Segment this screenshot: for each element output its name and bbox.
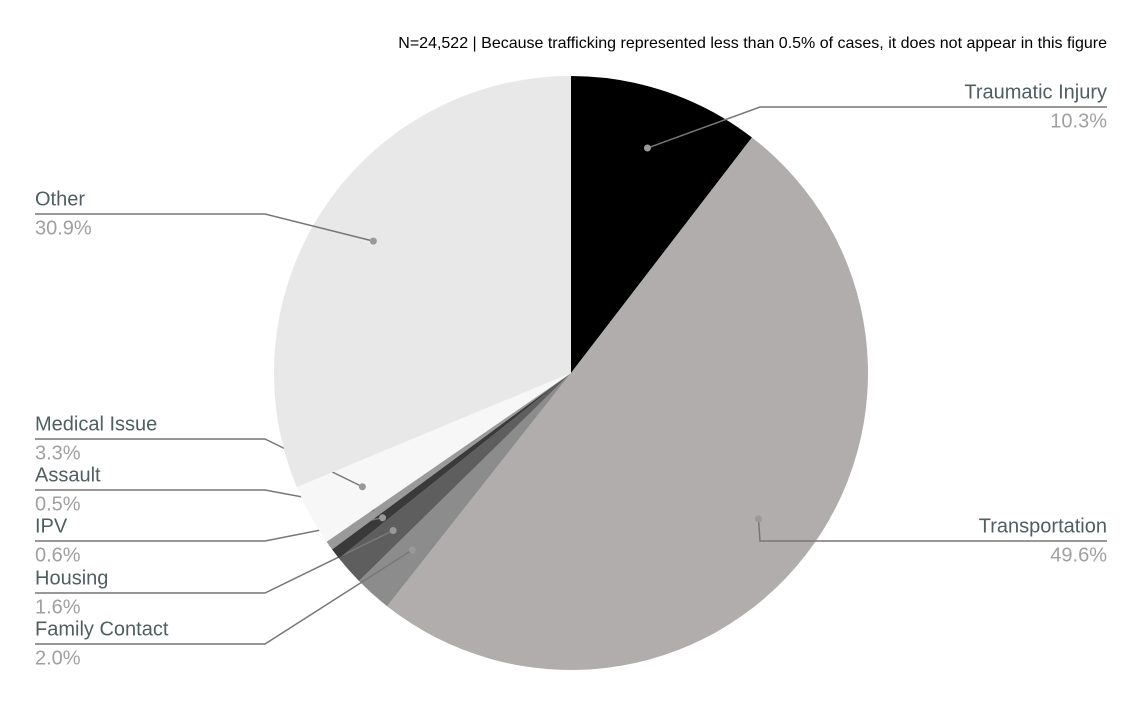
slice-label: Other	[35, 188, 85, 210]
chart-subtitle: N=24,522 | Because trafficking represent…	[398, 35, 1107, 52]
value-label: 0.5%	[35, 493, 81, 515]
leader-dot	[369, 237, 377, 245]
leader-line	[757, 518, 1107, 542]
value-label: 49.6%	[1050, 544, 1107, 566]
pie-slice	[326, 373, 571, 550]
leader-line	[35, 213, 374, 242]
pie-slice	[387, 137, 868, 670]
leader-dot	[358, 483, 366, 491]
leader-line	[35, 529, 394, 594]
leader-dot	[379, 514, 387, 522]
slice-label: Assault	[35, 464, 101, 486]
leader-dot	[408, 546, 416, 554]
value-label: 10.3%	[1050, 110, 1107, 132]
slice-label: Medical Issue	[35, 413, 157, 435]
pie-slice	[332, 373, 571, 559]
leader-dot	[374, 507, 382, 515]
slice-label: IPV	[35, 515, 68, 537]
pie-slice	[571, 76, 752, 373]
value-label: 1.6%	[35, 596, 81, 618]
slice-label: Transportation	[979, 515, 1107, 537]
slice-label: Traumatic Injury	[964, 81, 1107, 103]
pie-slice	[338, 373, 571, 581]
value-label: 30.9%	[35, 217, 92, 239]
leader-line	[647, 106, 1107, 149]
value-label: 2.0%	[35, 647, 81, 669]
value-label: 3.3%	[35, 442, 81, 464]
slice-label: Housing	[35, 567, 108, 589]
leader-dot	[643, 144, 651, 152]
pie-slice	[296, 373, 571, 542]
slice-label: Family Contact	[35, 618, 169, 640]
pie-slice	[273, 76, 571, 488]
leader-dot	[389, 527, 397, 535]
value-label: 0.6%	[35, 544, 81, 566]
leader-dot	[754, 515, 762, 523]
leader-line	[35, 549, 413, 645]
